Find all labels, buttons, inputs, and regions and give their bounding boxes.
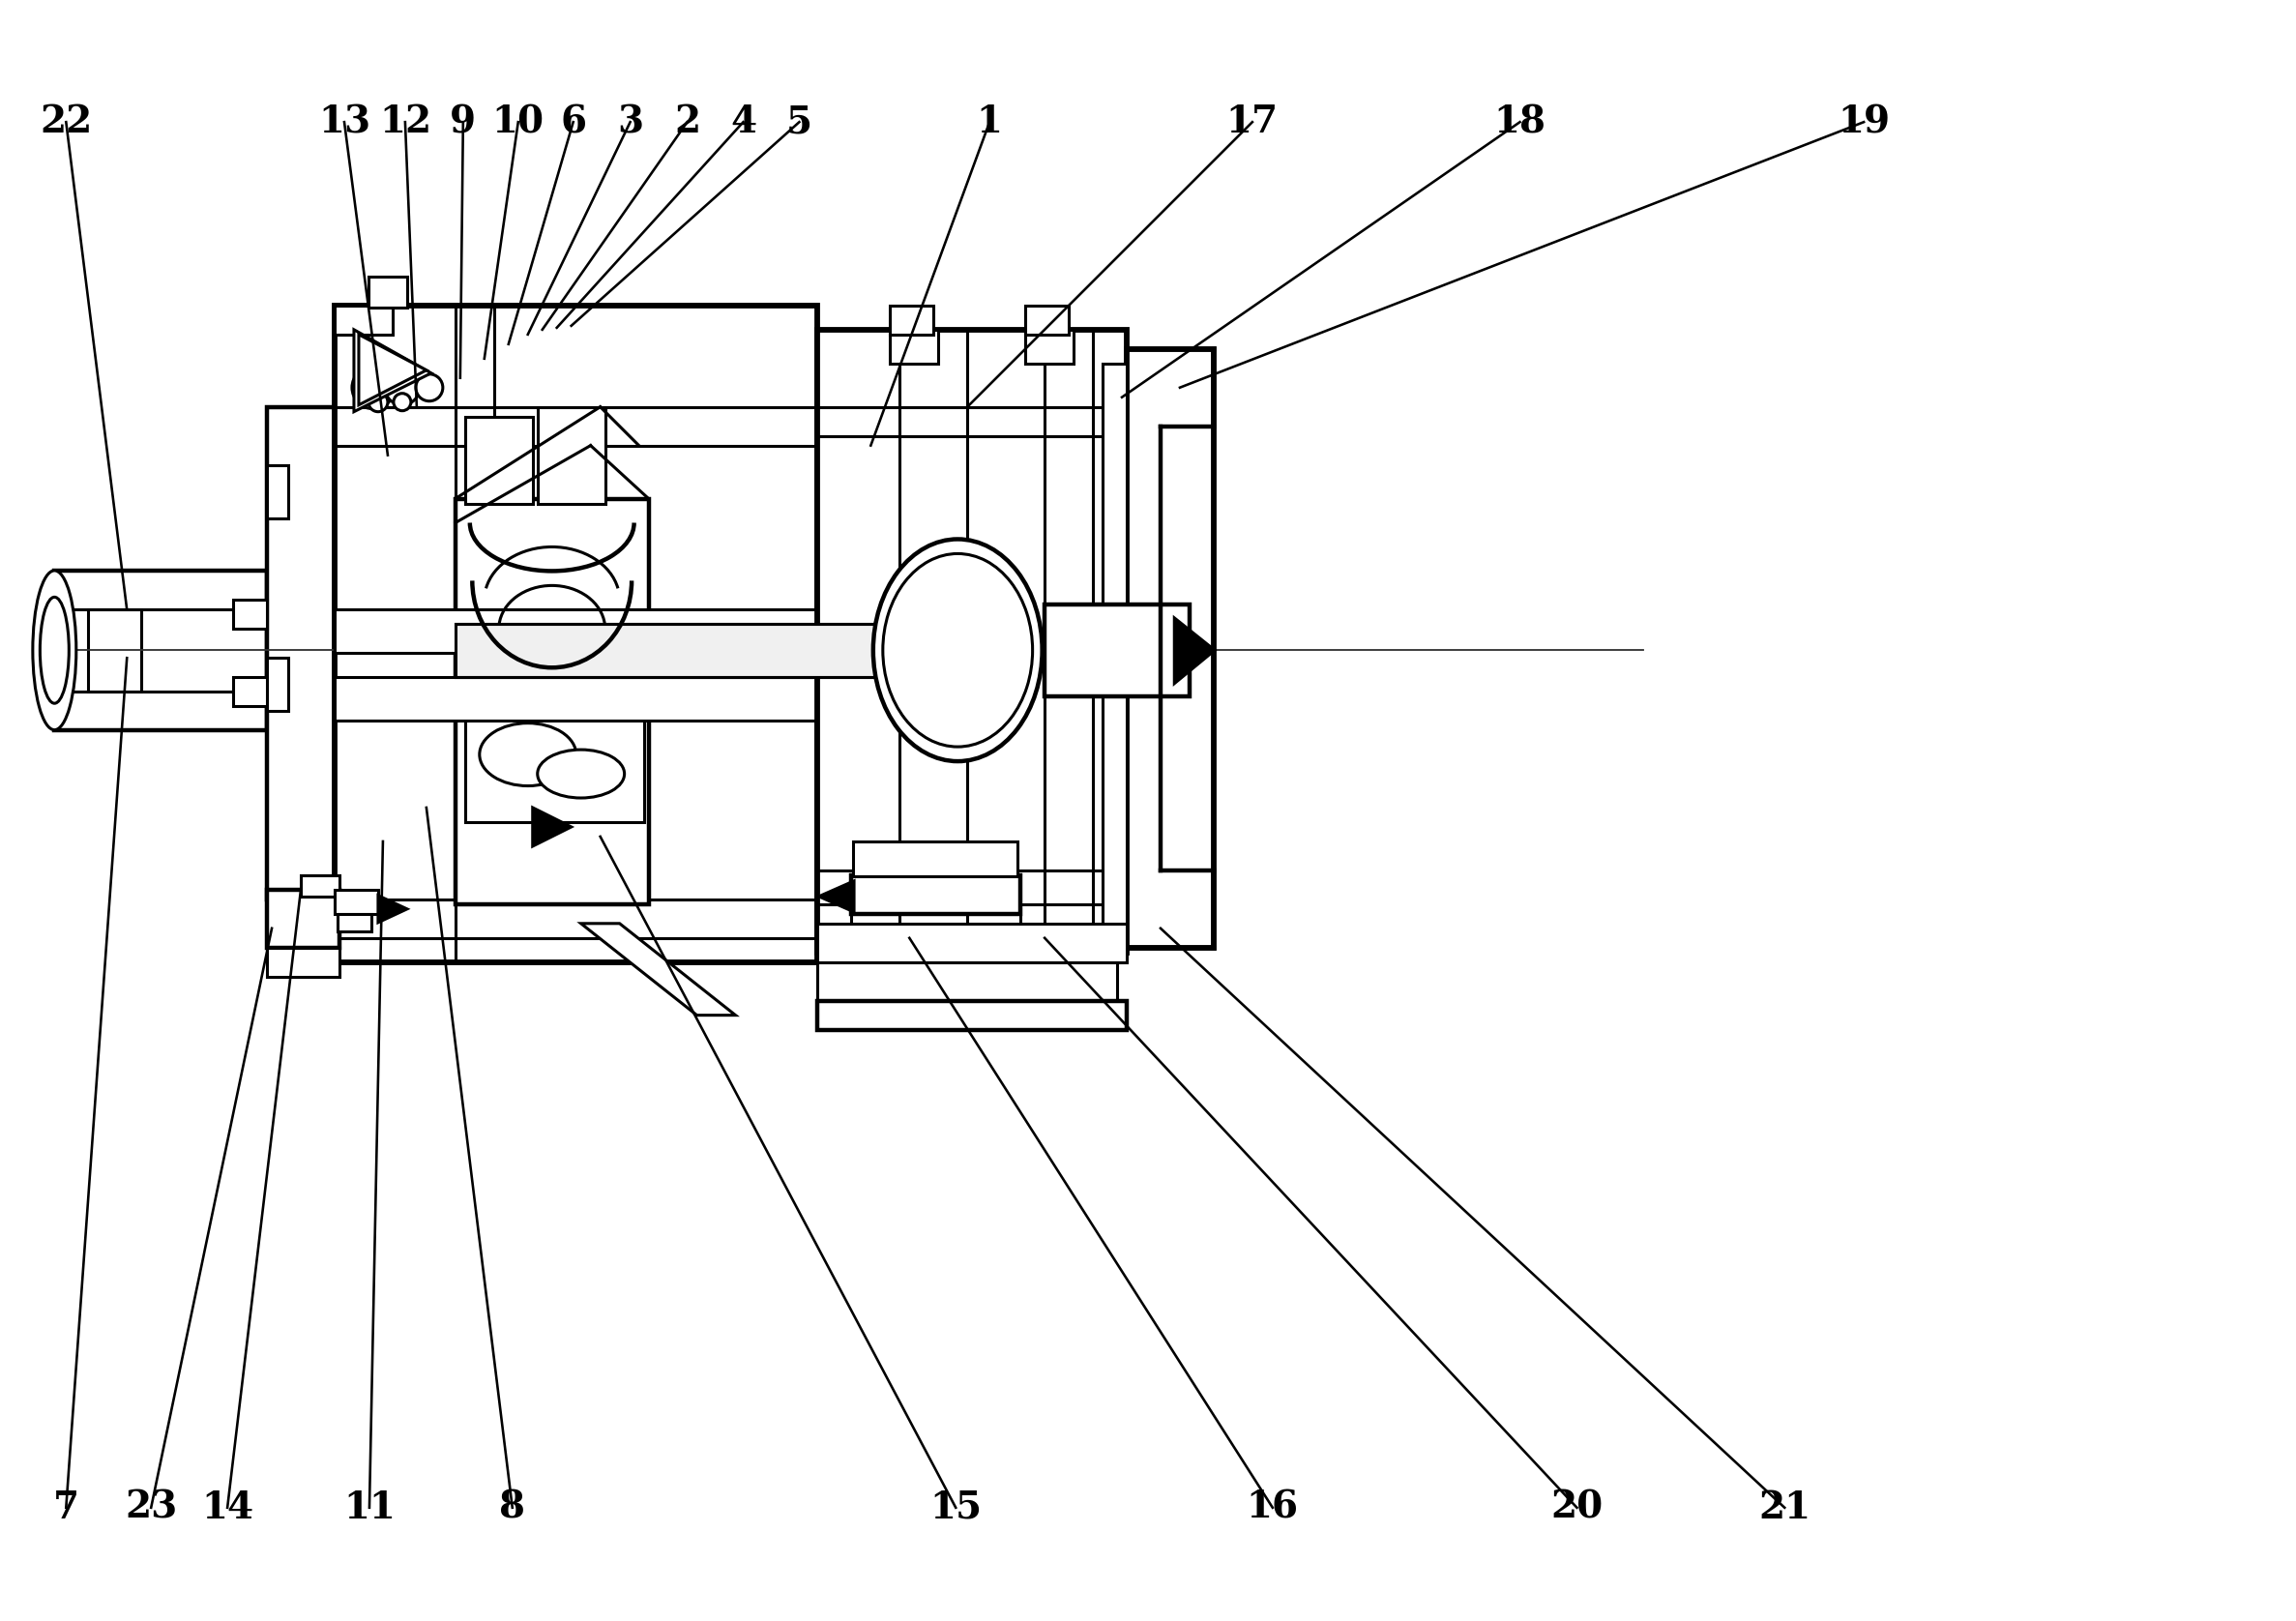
Text: 8: 8 xyxy=(498,1490,526,1525)
Bar xyxy=(55,571,266,731)
Text: 19: 19 xyxy=(1837,104,1890,141)
Bar xyxy=(266,407,335,900)
Bar xyxy=(1045,605,1189,697)
Text: 22: 22 xyxy=(39,104,92,141)
Bar xyxy=(266,658,289,712)
Bar xyxy=(466,707,643,822)
Bar xyxy=(266,465,289,519)
Text: 23: 23 xyxy=(124,1490,177,1525)
Bar xyxy=(335,678,817,721)
Ellipse shape xyxy=(32,571,76,729)
Bar xyxy=(1127,349,1215,948)
Bar xyxy=(1102,363,1127,939)
Bar xyxy=(335,305,393,334)
Bar xyxy=(266,948,340,976)
Bar xyxy=(1026,329,1075,363)
Ellipse shape xyxy=(872,540,1042,762)
Ellipse shape xyxy=(537,749,625,798)
Bar xyxy=(301,875,340,896)
Text: 15: 15 xyxy=(930,1490,983,1525)
Bar xyxy=(335,890,379,914)
Text: 21: 21 xyxy=(1759,1490,1812,1525)
Bar xyxy=(537,407,606,504)
Bar xyxy=(854,841,1017,877)
Bar xyxy=(335,609,817,653)
Text: 11: 11 xyxy=(344,1490,395,1525)
Text: 10: 10 xyxy=(491,104,544,141)
Ellipse shape xyxy=(39,597,69,704)
Bar xyxy=(234,678,266,707)
Polygon shape xyxy=(581,924,735,1015)
Bar xyxy=(335,305,455,499)
Bar xyxy=(466,417,533,504)
Bar xyxy=(455,624,939,678)
Circle shape xyxy=(393,394,411,410)
Polygon shape xyxy=(358,334,427,405)
Text: 17: 17 xyxy=(1226,104,1279,141)
Bar xyxy=(817,1000,1127,1029)
Text: 7: 7 xyxy=(53,1490,78,1525)
Polygon shape xyxy=(1176,619,1215,682)
Bar xyxy=(338,914,372,930)
Bar xyxy=(349,319,441,373)
Text: 1: 1 xyxy=(976,104,1003,141)
Bar xyxy=(891,305,934,334)
Circle shape xyxy=(386,370,420,405)
Bar xyxy=(367,277,406,308)
Text: 6: 6 xyxy=(560,104,585,141)
Bar xyxy=(455,499,647,905)
Polygon shape xyxy=(533,807,572,846)
Text: 12: 12 xyxy=(379,104,432,141)
Bar xyxy=(817,329,1127,953)
Text: 13: 13 xyxy=(319,104,370,141)
Text: 4: 4 xyxy=(730,104,755,141)
Bar xyxy=(817,963,1118,1000)
Bar xyxy=(87,609,142,692)
Bar xyxy=(852,875,1019,914)
Bar xyxy=(891,329,939,363)
Text: 9: 9 xyxy=(450,104,475,141)
Bar xyxy=(1026,305,1068,334)
Polygon shape xyxy=(379,895,406,922)
Ellipse shape xyxy=(480,723,576,786)
Bar xyxy=(817,924,1127,963)
Bar xyxy=(266,890,340,948)
Circle shape xyxy=(351,366,395,408)
Text: 16: 16 xyxy=(1247,1490,1300,1525)
Bar xyxy=(344,314,445,383)
Text: 3: 3 xyxy=(618,104,643,141)
Circle shape xyxy=(367,392,388,412)
Text: 14: 14 xyxy=(202,1490,253,1525)
Text: 20: 20 xyxy=(1550,1490,1603,1525)
Polygon shape xyxy=(820,882,854,911)
Circle shape xyxy=(416,374,443,400)
Text: 2: 2 xyxy=(675,104,700,141)
Polygon shape xyxy=(354,329,432,412)
Bar xyxy=(335,305,817,963)
Text: 18: 18 xyxy=(1495,104,1545,141)
Bar xyxy=(234,600,266,629)
Text: 5: 5 xyxy=(785,104,813,141)
